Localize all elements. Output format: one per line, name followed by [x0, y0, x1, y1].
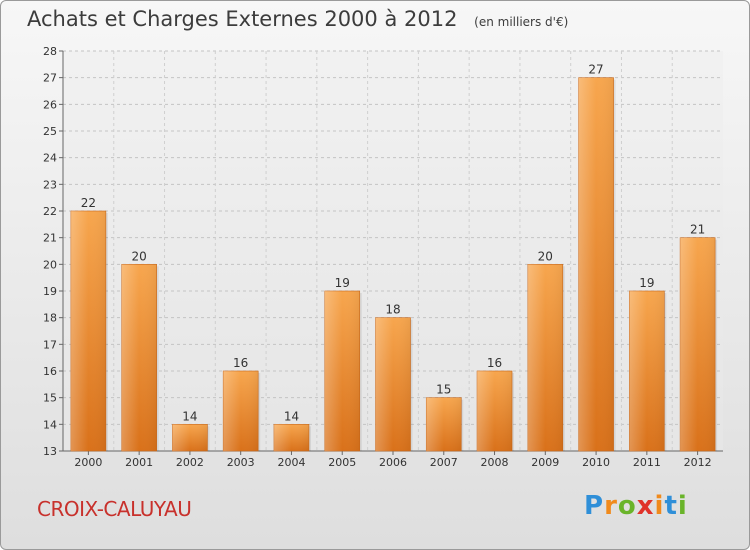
bar-shine: [121, 264, 157, 451]
y-tick-label: 20: [43, 258, 57, 271]
logo-letter: P: [584, 491, 605, 521]
bar-shine: [375, 317, 411, 451]
y-tick-label: 22: [43, 205, 57, 218]
data-label: 22: [81, 196, 96, 210]
x-tick-label: 2008: [481, 456, 509, 469]
bar-shine: [477, 371, 513, 451]
bar-shine: [273, 424, 309, 451]
y-tick-label: 14: [43, 418, 57, 431]
y-tick-label: 16: [43, 365, 57, 378]
y-tick-label: 15: [43, 392, 57, 405]
data-label: 21: [690, 223, 705, 237]
x-tick-label: 2011: [633, 456, 661, 469]
y-tick-label: 13: [43, 445, 57, 458]
data-label: 14: [284, 409, 299, 423]
data-label: 15: [436, 383, 451, 397]
logo-letter: r: [604, 491, 618, 521]
bar-shine: [426, 397, 462, 451]
y-tick-label: 27: [43, 72, 57, 85]
x-tick-label: 2010: [582, 456, 610, 469]
y-tick-label: 24: [43, 152, 57, 165]
data-label: 27: [588, 63, 603, 77]
bar-shine: [629, 291, 665, 451]
bars: [70, 77, 718, 452]
x-tick-label: 2003: [227, 456, 255, 469]
chart-title: Achats et Charges Externes 2000 à 2012 (…: [27, 7, 568, 31]
labels: 13 14 15 16 17 18 19 20 21 22 23 24 25 26 27 28 22 2000 20…: [43, 45, 712, 469]
chart-unit-note: (en milliers d'€): [474, 15, 569, 29]
logo-letter: i: [654, 491, 665, 521]
x-tick-label: 2005: [328, 456, 356, 469]
y-tick-label: 17: [43, 338, 57, 351]
logo-letter: t: [664, 491, 678, 521]
bar-shine: [680, 237, 716, 451]
bar-shine: [578, 77, 614, 452]
y-tick-label: 23: [43, 178, 57, 191]
y-tick-label: 19: [43, 285, 57, 298]
commune-name: CROIX-CALUYAU: [37, 497, 192, 521]
y-tick-label: 25: [43, 125, 57, 138]
data-label: 19: [639, 276, 654, 290]
chart-title-text: Achats et Charges Externes 2000 à 2012: [27, 7, 458, 31]
bar-shine: [324, 291, 360, 451]
proxiti-logo: Proxiti: [584, 491, 688, 521]
data-label: 16: [233, 356, 248, 370]
data-label: 20: [132, 249, 147, 263]
y-tick-label: 26: [43, 98, 57, 111]
x-tick-label: 2000: [74, 456, 102, 469]
x-tick-label: 2009: [531, 456, 559, 469]
bar-shine: [527, 264, 563, 451]
data-label: 18: [385, 303, 400, 317]
bar-shine: [223, 371, 259, 451]
x-tick-label: 2001: [125, 456, 153, 469]
y-tick-label: 18: [43, 312, 57, 325]
bar-shine: [70, 211, 106, 451]
logo-letter: i: [677, 491, 688, 521]
x-tick-label: 2007: [430, 456, 458, 469]
data-label: 19: [335, 276, 350, 290]
x-tick-label: 2012: [684, 456, 712, 469]
y-tick-label: 21: [43, 232, 57, 245]
x-tick-label: 2006: [379, 456, 407, 469]
data-label: 14: [182, 409, 197, 423]
logo-letter: x: [636, 491, 655, 521]
y-tick-label: 28: [43, 45, 57, 58]
x-tick-label: 2004: [277, 456, 305, 469]
x-tick-label: 2002: [176, 456, 204, 469]
data-label: 20: [538, 249, 553, 263]
logo-letter: o: [617, 491, 637, 521]
bar-shine: [172, 424, 208, 451]
data-label: 16: [487, 356, 502, 370]
